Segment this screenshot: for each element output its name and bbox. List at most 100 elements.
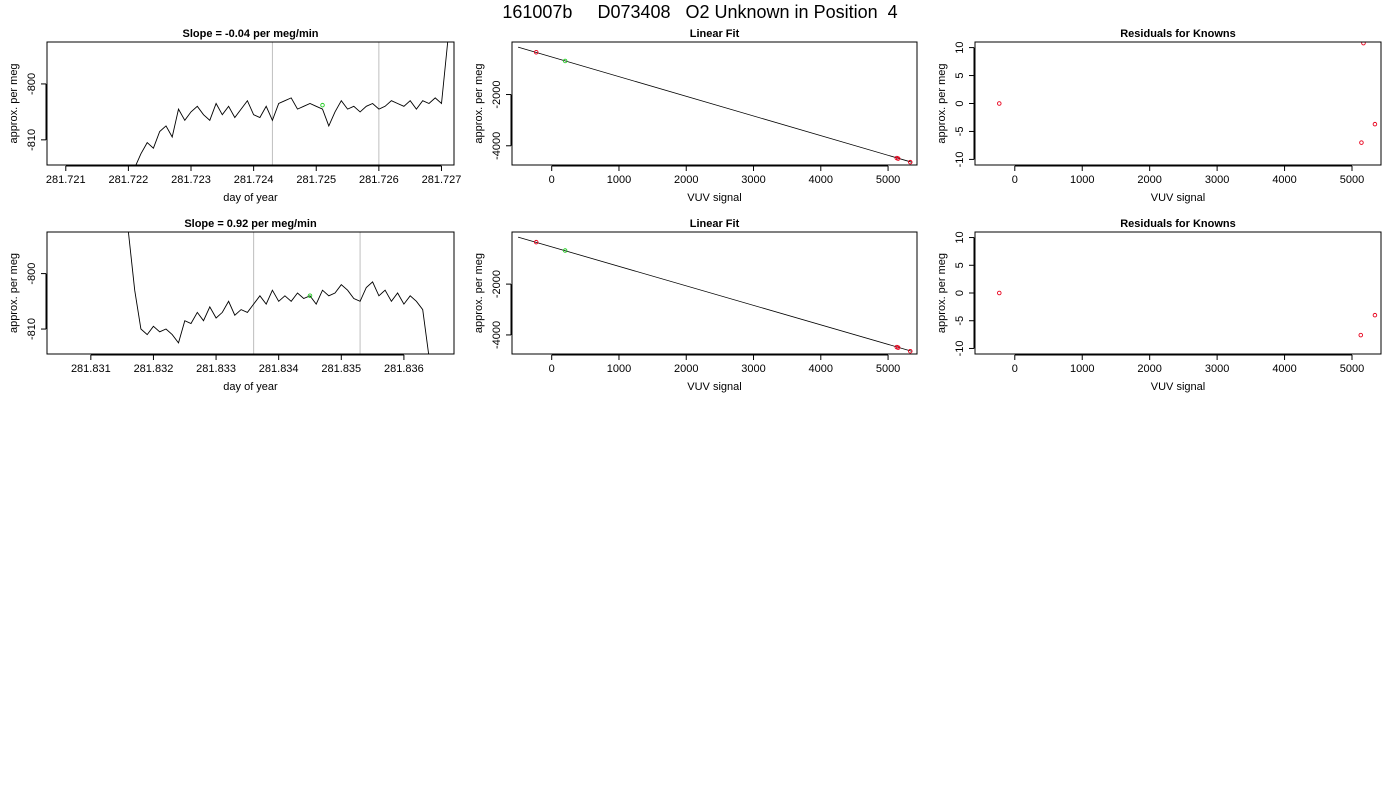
chart-panel-5: Linear Fit 0 1000 2000 3000 4000 5000 VUV signa… [473,218,918,393]
data-point [908,348,913,354]
plot-frame [974,231,1382,355]
chart-panel-2: Linear Fit 0 1000 2000 3000 4000 5000 VUV signa… [473,28,918,204]
y-tick-label: 5 [954,72,966,78]
plot-frame [974,41,1382,166]
y-tick-label: -810 [26,129,38,151]
y-tick-label: -4000 [491,132,503,160]
x-tick-label: 4000 [809,174,833,186]
plot-area [997,290,1378,338]
plot-frame [46,231,455,355]
y-tick-label: 5 [954,262,966,268]
y-axis-label: approx. per meg [473,253,485,333]
x-tick-label: 281.836 [384,363,424,375]
x-tick-label: 2000 [1137,363,1161,375]
x-tick-label: 1000 [607,363,631,375]
data-point [1372,121,1378,127]
data-point [895,345,901,350]
y-tick-label: -5 [954,127,966,137]
y-tick-label: -10 [954,151,966,167]
y-axis-label: approx. per meg [936,63,948,143]
x-tick-label: 1000 [607,174,631,186]
series-line [135,42,449,165]
x-tick-label: 281.726 [359,174,399,186]
x-tick-label: 1000 [1070,174,1094,186]
y-tick-label: -5 [954,316,966,326]
x-tick-label: 0 [1012,174,1018,186]
x-tick-label: 4000 [1272,363,1296,375]
x-tick-label: 281.723 [171,174,211,186]
data-point [895,156,901,161]
plot-area [517,236,913,354]
chart-panel-1: Slope = -0.04 per meg/min 281.721 281.722 2… [8,28,461,204]
x-axis-label: VUV signal [687,381,741,393]
y-tick-label: 10 [954,231,966,243]
data-point [320,102,325,108]
data-point [1372,312,1378,318]
x-axis-label: day of year [223,381,278,393]
chart-panel-3: Residuals for Knowns 0 1000 2000 3000 4000 500… [936,28,1382,204]
chart-title: Residuals for Knowns [1120,218,1236,230]
plot-frame [511,231,918,355]
x-tick-label: 0 [549,363,555,375]
y-axis-label: approx. per meg [8,253,20,333]
x-axis-label: VUV signal [687,192,741,204]
fit-line [517,236,912,352]
x-tick-label: 281.722 [109,174,149,186]
plot-frame [46,41,455,166]
y-axis-label: approx. per meg [473,63,485,143]
x-tick-label: 3000 [1205,174,1229,186]
x-tick-label: 281.724 [234,174,274,186]
plot-area [135,42,449,165]
x-axis-label: VUV signal [1151,381,1205,393]
series-line [127,232,430,354]
x-tick-label: 0 [1012,363,1018,375]
y-axis-label: approx. per meg [8,63,20,143]
x-tick-label: 5000 [876,363,900,375]
data-point [533,50,539,55]
plot-area [517,46,913,165]
y-tick-label: 10 [954,41,966,53]
x-tick-label: 281.721 [46,174,86,186]
y-tick-label: -2000 [491,80,503,108]
data-point [562,248,568,253]
x-tick-label: 1000 [1070,363,1094,375]
x-tick-label: 4000 [809,363,833,375]
x-tick-label: 5000 [1340,174,1364,186]
chart-title: Residuals for Knowns [1120,28,1236,40]
data-point [1359,140,1364,145]
x-axis-label: VUV signal [1151,192,1205,204]
y-tick-label: 0 [954,290,966,296]
x-tick-label: 281.833 [196,363,236,375]
data-point [307,293,313,299]
data-point [997,101,1002,106]
data-point [1361,42,1366,46]
data-point [997,290,1002,296]
plot-area [997,42,1378,145]
y-tick-label: -10 [954,341,966,357]
x-tick-label: 3000 [741,363,765,375]
chart-title: Linear Fit [690,28,740,40]
y-tick-label: -800 [26,263,38,285]
y-tick-label: -4000 [491,321,503,349]
x-tick-label: 4000 [1272,174,1296,186]
x-tick-label: 281.725 [296,174,336,186]
data-point [908,159,913,165]
data-point [533,239,539,245]
x-tick-label: 281.831 [71,363,111,375]
x-tick-label: 0 [549,174,555,186]
chart-panel-4: Slope = 0.92 per meg/min 281.831 281.832 28… [8,218,455,393]
x-tick-label: 281.835 [321,363,361,375]
plot-area [127,232,430,354]
data-point [1358,332,1364,338]
x-tick-label: 2000 [674,174,698,186]
chart-panel-6: Residuals for Knowns 0 1000 2000 3000 4000 500… [936,218,1382,393]
chart-title: Slope = -0.04 per meg/min [182,28,318,40]
x-tick-label: 2000 [1137,174,1161,186]
y-tick-label: 0 [954,100,966,106]
x-tick-label: 3000 [1205,363,1229,375]
x-tick-label: 5000 [876,174,900,186]
chart-title: Slope = 0.92 per meg/min [184,218,317,230]
y-tick-label: -810 [26,318,38,340]
x-tick-label: 5000 [1340,363,1364,375]
x-axis-label: day of year [223,192,278,204]
